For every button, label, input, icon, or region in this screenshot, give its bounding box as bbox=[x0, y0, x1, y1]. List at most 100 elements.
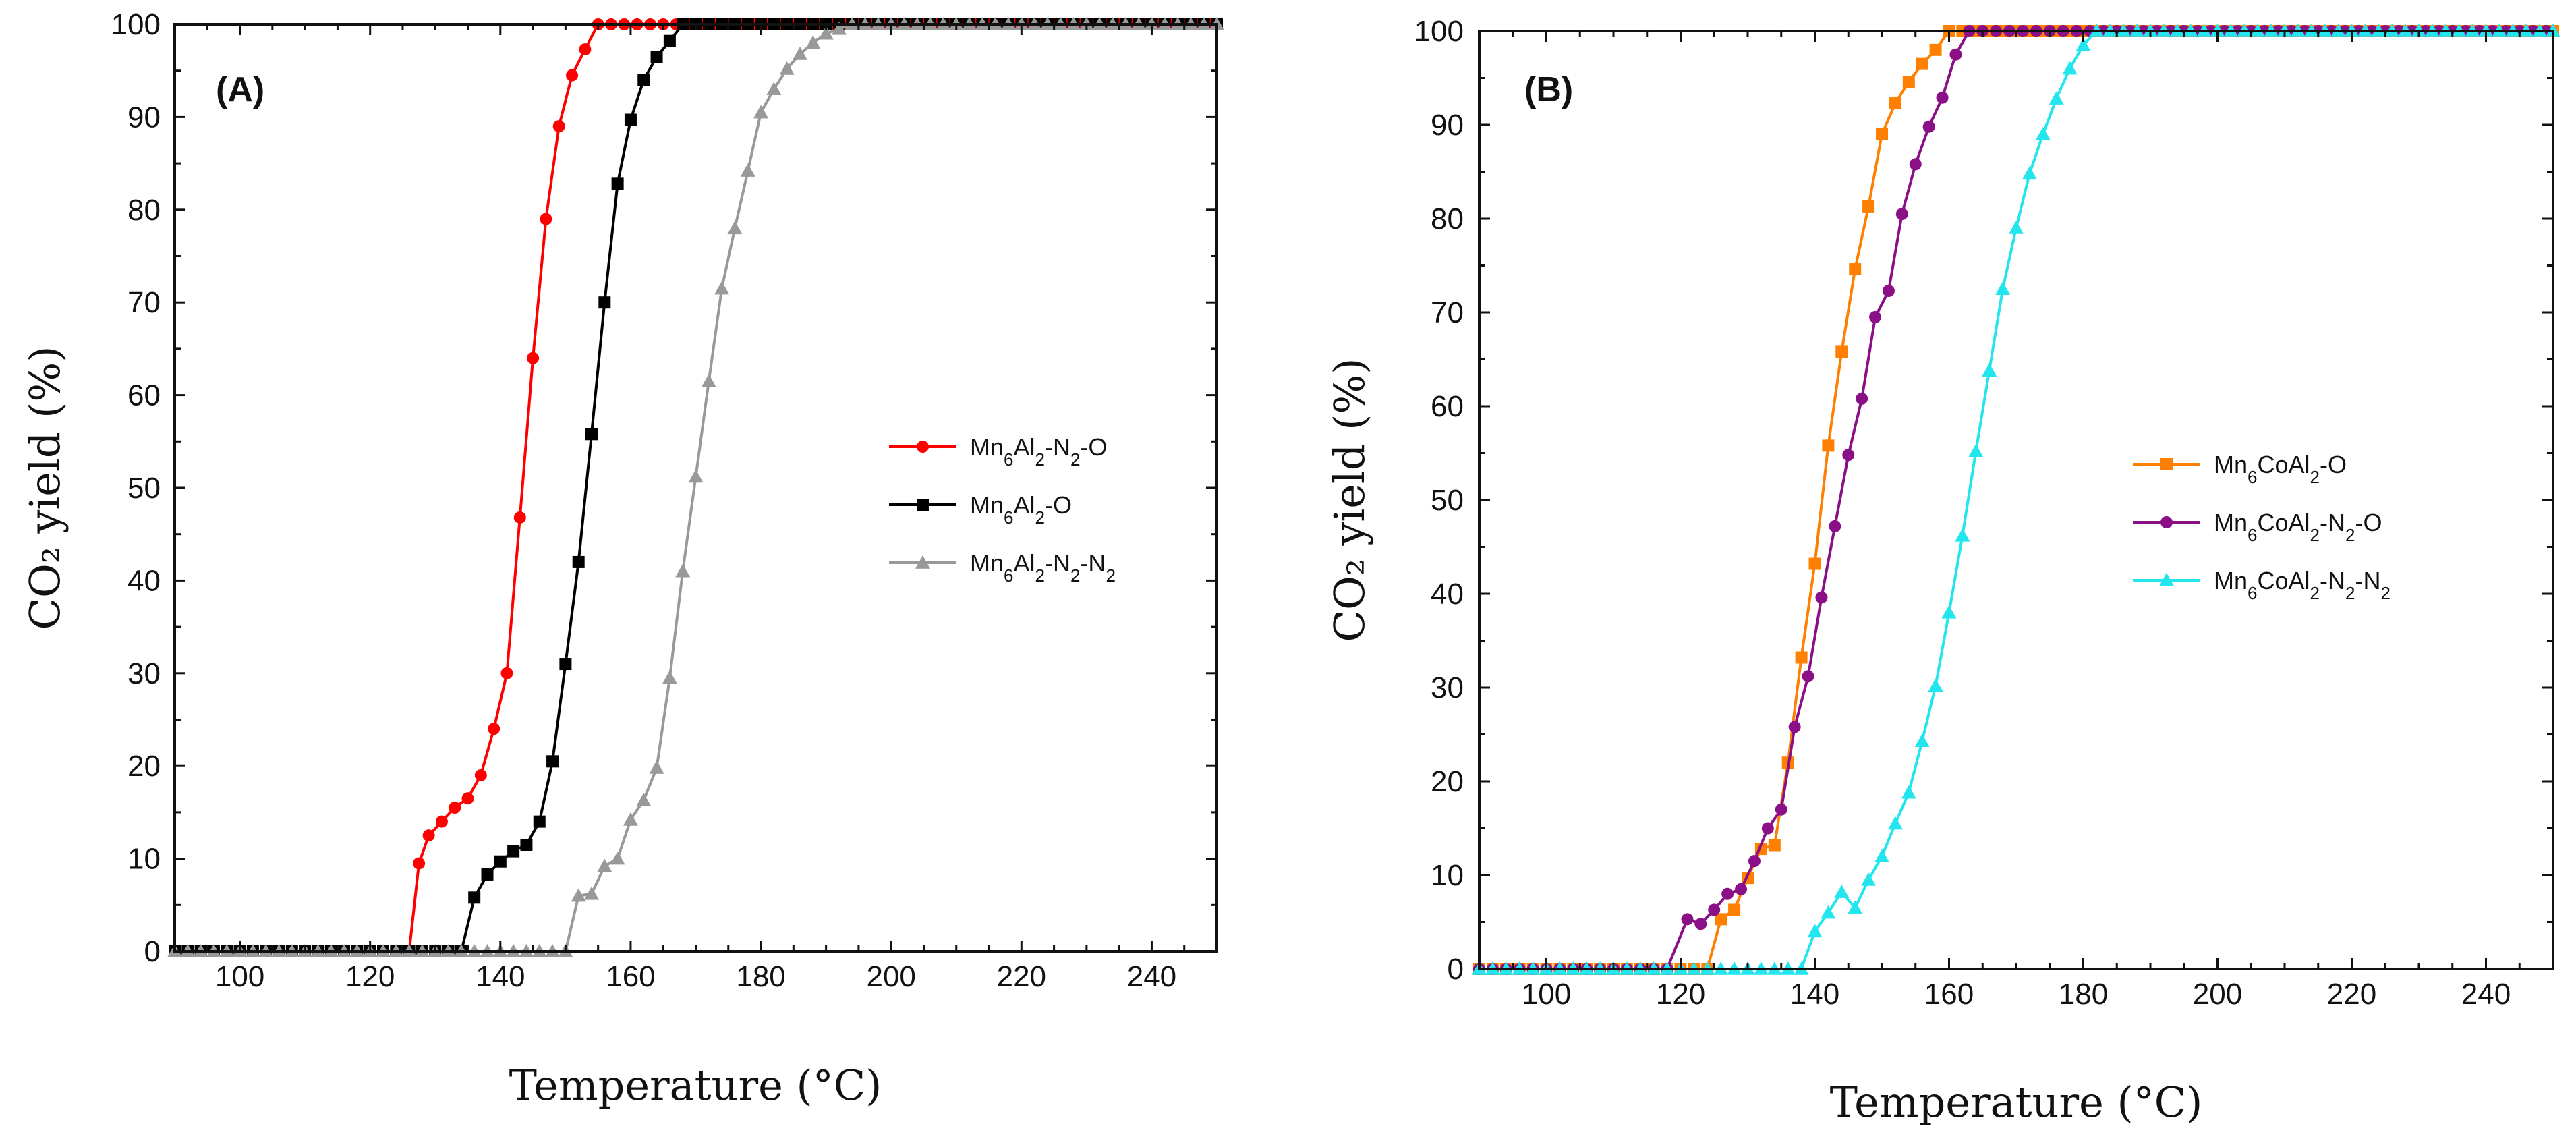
data-point-mn6coal2-n2-n2 bbox=[1887, 816, 1903, 830]
panel-b-y-tick-label: 50 bbox=[1431, 484, 1464, 517]
data-point-mn6al2-n2-o bbox=[527, 352, 540, 364]
data-point-mn6al2-n2-o bbox=[579, 43, 592, 56]
data-point-mn6coal2-o bbox=[1902, 76, 1915, 88]
panel-b-y-tick-label: 80 bbox=[1431, 202, 1464, 235]
panel-b-ticks: 100 120 140 160 180 200 220 240 0 10 20 30 40 50 60 70 8… bbox=[1414, 15, 2553, 1011]
data-point-mn6al2-n2-n2 bbox=[727, 221, 743, 235]
data-point-mn6coal2-n2-n2 bbox=[1821, 905, 1836, 919]
data-point-mn6coal2-n2-o bbox=[1936, 91, 1949, 104]
data-point-mn6coal2-n2-o bbox=[1708, 903, 1721, 916]
data-point-mn6al2-n2-o bbox=[474, 769, 487, 781]
panel-a-x-axis-title: Temperature (°C) bbox=[509, 1061, 882, 1110]
data-point-mn6coal2-o bbox=[1822, 439, 1835, 452]
panel-b: 100 120 140 160 180 200 220 240 0 10 20 30 40 50 60 70 8… bbox=[1325, 15, 2560, 1127]
data-point-mn6al2-n2-n2 bbox=[584, 886, 599, 900]
panel-a-y-tick-label: 50 bbox=[127, 472, 161, 505]
data-point-mn6al2-n2-n2 bbox=[623, 812, 638, 826]
legend-label-mn6coal2-n2-o: Mn6CoAl2-N2-O bbox=[2214, 509, 2382, 545]
panel-a-x-tick-label: 200 bbox=[866, 960, 915, 993]
panel-b-label: (B) bbox=[1524, 70, 1573, 109]
panel-b-y-tick-label: 20 bbox=[1431, 765, 1464, 798]
data-point-mn6coal2-o bbox=[1715, 913, 1727, 926]
data-point-mn6al2-n2-n2 bbox=[818, 26, 834, 40]
legend-label-mn6coal2-n2-n2: Mn6CoAl2-N2-N2 bbox=[2214, 567, 2391, 603]
panel-b-x-tick-label: 240 bbox=[2461, 978, 2511, 1011]
panel-b-x-tick-label: 100 bbox=[1522, 978, 1571, 1011]
panel-a-x-tick-label: 100 bbox=[215, 960, 264, 993]
data-point-mn6coal2-n2-o bbox=[1949, 48, 1962, 61]
legend-marker-mn6coal2-o bbox=[2160, 458, 2173, 470]
data-point-mn6coal2-n2-o bbox=[1922, 120, 1935, 133]
panel-a-y-tick-label: 20 bbox=[127, 750, 161, 783]
panel-b-x-tick-label: 180 bbox=[2059, 978, 2108, 1011]
data-point-mn6al2-o bbox=[663, 34, 676, 47]
panel-a-x-tick-label: 140 bbox=[476, 960, 525, 993]
data-point-mn6coal2-n2-n2 bbox=[2009, 220, 2024, 234]
data-point-mn6al2-o bbox=[468, 891, 481, 904]
data-point-mn6al2-n2-o bbox=[540, 213, 552, 225]
panel-b-x-tick-label: 160 bbox=[1924, 978, 1974, 1011]
legend-marker-mn6coal2-n2-o bbox=[2160, 516, 2173, 528]
data-point-mn6al2-n2-o bbox=[488, 723, 500, 735]
data-point-mn6coal2-o bbox=[1849, 263, 1862, 276]
data-point-mn6al2-n2-o bbox=[449, 802, 461, 814]
panel-a-x-tick-label: 220 bbox=[997, 960, 1046, 993]
data-point-mn6coal2-n2-n2 bbox=[2022, 166, 2037, 180]
data-point-mn6coal2-n2-n2 bbox=[2049, 91, 2064, 105]
data-point-mn6al2-o bbox=[546, 755, 559, 768]
data-point-mn6coal2-n2-o bbox=[1842, 449, 1855, 462]
legend-marker-mn6al2-o bbox=[917, 499, 929, 511]
data-point-mn6al2-o bbox=[494, 855, 507, 868]
data-point-mn6al2-o bbox=[572, 555, 585, 568]
data-point-mn6al2-o bbox=[533, 815, 546, 828]
panel-b-y-tick-label: 90 bbox=[1431, 109, 1464, 142]
data-point-mn6coal2-n2-n2 bbox=[1807, 924, 1823, 938]
data-point-mn6al2-o bbox=[650, 51, 663, 63]
data-point-mn6al2-n2-n2 bbox=[636, 793, 652, 806]
panel-a-x-tick-label: 240 bbox=[1127, 960, 1176, 993]
panel-b-x-tick-label: 200 bbox=[2193, 978, 2242, 1011]
data-point-mn6coal2-n2-n2 bbox=[2062, 61, 2078, 75]
data-point-mn6al2-n2-n2 bbox=[675, 563, 691, 578]
data-point-mn6coal2-n2-n2 bbox=[1901, 785, 1916, 799]
data-point-mn6al2-n2-n2 bbox=[753, 105, 769, 119]
data-point-mn6coal2-n2-o bbox=[1761, 822, 1774, 835]
data-point-mn6coal2-n2-n2 bbox=[2035, 126, 2051, 140]
panel-a-y-tick-label: 0 bbox=[144, 935, 161, 968]
panel-a-y-tick-label: 80 bbox=[127, 194, 161, 227]
data-point-mn6al2-n2-n2 bbox=[740, 163, 755, 177]
data-point-mn6coal2-o bbox=[1808, 557, 1821, 570]
panel-a-x-tick-label: 160 bbox=[606, 960, 655, 993]
panel-a-y-tick-label: 30 bbox=[127, 657, 161, 690]
data-point-mn6coal2-n2-o bbox=[1788, 721, 1801, 733]
legend-marker-mn6al2-n2-n2 bbox=[915, 555, 930, 569]
data-point-mn6coal2-o bbox=[1795, 651, 1808, 664]
panel-b-y-tick-label: 30 bbox=[1431, 671, 1464, 704]
legend-label-mn6al2-o: Mn6Al2-O bbox=[970, 491, 1072, 528]
legend-marker-mn6al2-n2-o bbox=[917, 441, 929, 453]
data-point-mn6coal2-n2-n2 bbox=[1914, 733, 1930, 748]
data-point-mn6al2-o bbox=[637, 74, 650, 86]
data-point-mn6coal2-n2-o bbox=[1856, 392, 1868, 405]
panel-b-y-tick-label: 70 bbox=[1431, 296, 1464, 329]
data-point-mn6coal2-o bbox=[1876, 128, 1888, 140]
panel-b-legend: Mn6CoAl2-O Mn6CoAl2-N2-O Mn6CoAl2-N2-N2 bbox=[2133, 451, 2391, 603]
data-point-mn6al2-n2-n2 bbox=[831, 21, 847, 35]
panel-b-y-tick-label: 10 bbox=[1431, 859, 1464, 892]
data-point-mn6al2-o bbox=[585, 428, 598, 441]
data-point-mn6al2-n2-o bbox=[435, 815, 448, 828]
data-point-mn6al2-n2-o bbox=[422, 829, 435, 842]
data-point-mn6coal2-n2-o bbox=[1895, 208, 1908, 221]
data-point-mn6coal2-n2-o bbox=[1815, 591, 1828, 604]
data-point-mn6coal2-n2-n2 bbox=[1995, 281, 2011, 296]
data-point-mn6al2-n2-o bbox=[566, 69, 579, 82]
panel-b-x-tick-label: 220 bbox=[2327, 978, 2376, 1011]
data-point-mn6coal2-n2-n2 bbox=[1874, 849, 1889, 862]
data-point-mn6coal2-n2-n2 bbox=[1928, 678, 1943, 692]
data-point-mn6al2-n2-n2 bbox=[805, 35, 821, 49]
data-point-mn6coal2-n2-o bbox=[1882, 285, 1895, 298]
panel-a-label: (A) bbox=[216, 70, 264, 109]
data-point-mn6coal2-n2-n2 bbox=[1968, 443, 1984, 457]
data-point-mn6coal2-n2-o bbox=[1748, 855, 1761, 868]
